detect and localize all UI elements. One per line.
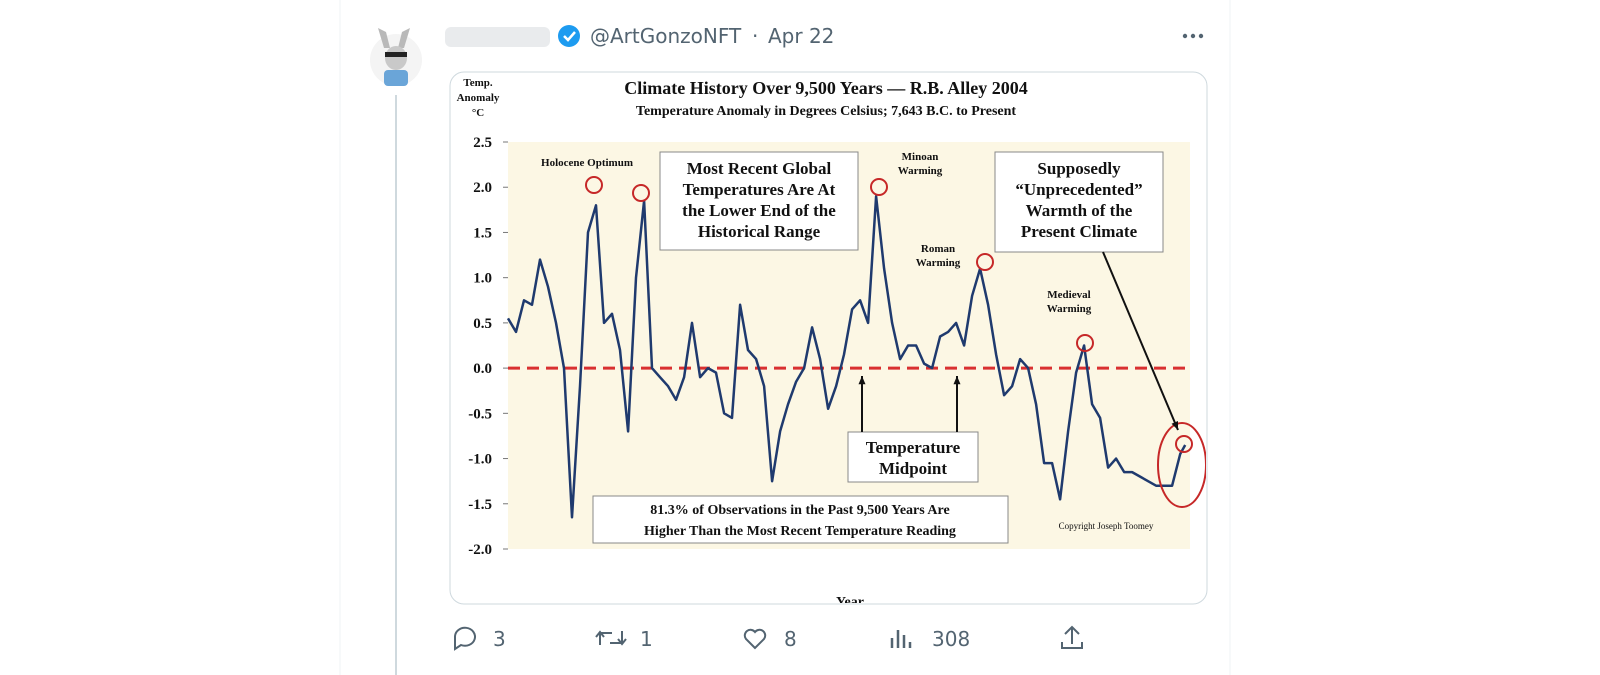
annotation: Supposedly xyxy=(1037,159,1121,178)
y-axis-label: Anomaly xyxy=(457,92,500,104)
reply-icon[interactable] xyxy=(453,626,476,651)
annotation: Warmth of the xyxy=(1026,201,1133,220)
annotation: Historical Range xyxy=(698,222,821,241)
annotation-box xyxy=(994,151,1164,253)
y-tick-label: 0.5 xyxy=(473,316,492,332)
arrow-head xyxy=(953,376,961,385)
more-button[interactable] xyxy=(1182,33,1204,39)
like-count: 8 xyxy=(784,627,797,651)
annotation-box xyxy=(592,495,1009,544)
retweet-icon[interactable] xyxy=(595,630,627,646)
y-tick-label: 0.0 xyxy=(473,361,492,377)
like-icon[interactable] xyxy=(743,628,767,650)
x-axis-label: Year xyxy=(836,595,864,610)
annotation: Midpoint xyxy=(879,459,947,478)
temperature-line xyxy=(506,195,1187,519)
arrow-head xyxy=(1171,421,1179,430)
date[interactable]: Apr 22 xyxy=(768,24,834,48)
chart-subtitle: Temperature Anomaly in Degrees Celsius; … xyxy=(636,104,1017,119)
annotation-box xyxy=(847,431,979,483)
annotation: “Unprecedented” xyxy=(1015,180,1142,199)
y-tick-label: 1.5 xyxy=(473,225,492,241)
highlight-circle xyxy=(632,184,650,202)
y-tick-label: -1.5 xyxy=(468,497,492,513)
highlight-circle xyxy=(1175,435,1193,453)
y-tick-label: -2.0 xyxy=(468,542,492,558)
highlight-circle xyxy=(870,178,888,196)
handle[interactable]: @ArtGonzoNFT xyxy=(590,24,742,48)
annotation: Roman xyxy=(921,243,955,255)
y-tick-label: 2.5 xyxy=(473,135,492,151)
annotation: Present Climate xyxy=(1021,222,1138,241)
highlight-circle xyxy=(585,176,603,194)
annotation: Temperature xyxy=(866,438,961,457)
y-tick-label: 2.0 xyxy=(473,180,492,196)
annotation: Most Recent Global xyxy=(687,159,832,178)
y-tick-label: -1.0 xyxy=(468,452,492,468)
annotation: Holocene Optimum xyxy=(541,157,633,169)
annotation: Temperatures Are At xyxy=(683,180,836,199)
blurred-name[interactable] xyxy=(445,27,550,47)
view-count: 308 xyxy=(932,627,970,651)
highlight-circle xyxy=(1076,334,1094,352)
arrow xyxy=(1102,251,1179,431)
chart-image: Climate History Over 9,500 Years — R.B. … xyxy=(457,77,1206,610)
annotation-box xyxy=(659,151,859,251)
annotation: 81.3% of Observations in the Past 9,500 … xyxy=(650,503,949,518)
y-axis-label: °C xyxy=(472,107,484,119)
views-icon[interactable] xyxy=(890,630,912,648)
annotation: Warming xyxy=(898,165,943,177)
y-axis-label: Temp. xyxy=(463,77,492,89)
highlight-circle xyxy=(976,253,994,271)
highlight-ellipse xyxy=(1157,422,1206,508)
avatar[interactable] xyxy=(370,28,422,86)
verified-badge xyxy=(558,25,580,47)
y-tick-label: -0.5 xyxy=(468,406,492,422)
retweet-count: 1 xyxy=(640,627,653,651)
annotation: Warming xyxy=(916,257,961,269)
copyright: Copyright Joseph Toomey xyxy=(1059,521,1154,531)
annotation: Higher Than the Most Recent Temperature … xyxy=(644,524,956,539)
annotation: the Lower End of the xyxy=(682,201,836,220)
separator: · xyxy=(752,24,758,48)
chart-title: Climate History Over 9,500 Years — R.B. … xyxy=(624,78,1027,98)
annotation: Minoan xyxy=(902,151,939,163)
reply-count: 3 xyxy=(493,627,506,651)
arrow-head xyxy=(858,376,866,385)
actions: 3 1 8 308 xyxy=(453,625,1083,651)
y-tick-label: 1.0 xyxy=(473,271,492,287)
share-icon[interactable] xyxy=(1061,625,1083,649)
annotation: Medieval xyxy=(1047,289,1090,301)
annotation: Warming xyxy=(1047,303,1092,315)
